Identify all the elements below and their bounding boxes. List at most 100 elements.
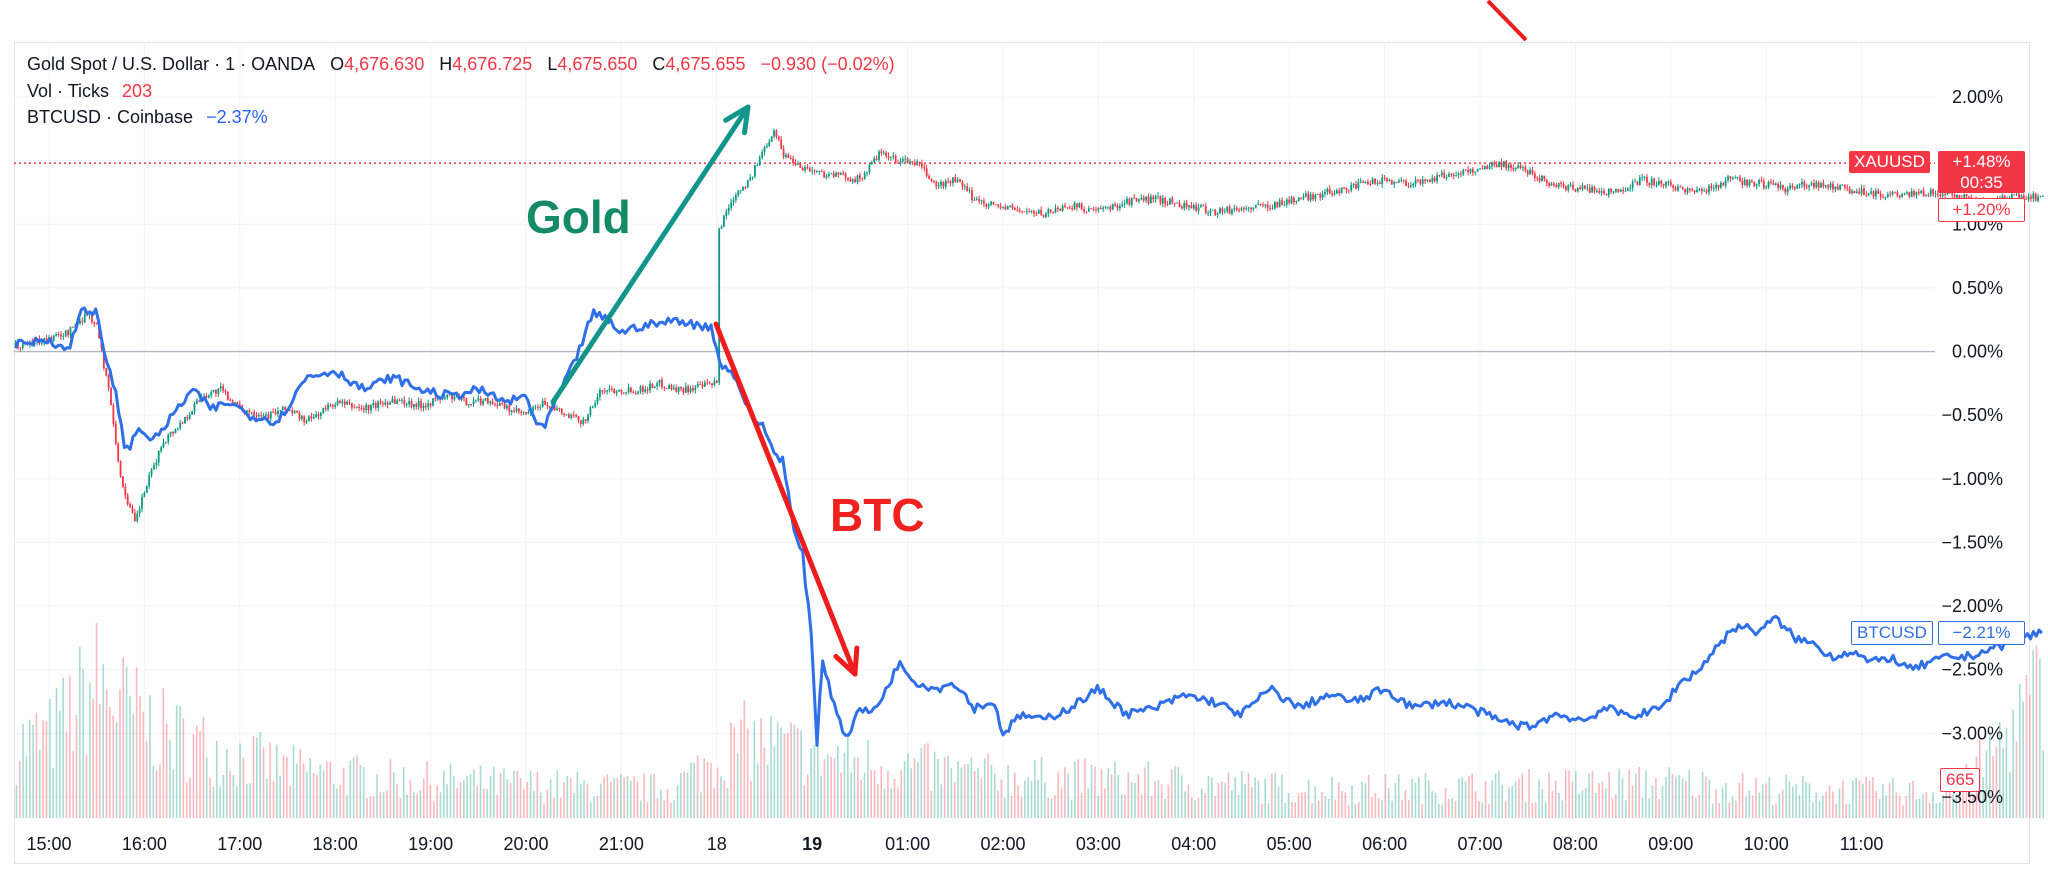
gold-candle	[513, 410, 515, 412]
y-tick-label[interactable]: −3.50%	[1941, 787, 2003, 807]
y-tick-label[interactable]: −3.00%	[1941, 723, 2003, 743]
y-axis[interactable]: 2.00%1.50%1.00%0.50%0.00%−0.50%−1.00%−1.…	[1941, 87, 2003, 807]
x-tick-label[interactable]: 20:00	[503, 834, 548, 854]
gold-candle	[1677, 186, 1679, 191]
volume-legend-row[interactable]: Vol · Ticks 203	[27, 80, 152, 102]
y-tick-label[interactable]: −1.50%	[1941, 532, 2003, 552]
volume-bar	[643, 773, 645, 818]
gold-candle	[949, 181, 952, 183]
x-tick-label[interactable]: 06:00	[1362, 834, 1407, 854]
volume-bar	[1801, 775, 1804, 818]
volume-bar	[1995, 746, 1998, 818]
btcusd-value-tag[interactable]: −2.21%	[1938, 621, 2025, 645]
volume-bar	[306, 771, 308, 818]
gold-candle	[1820, 183, 1822, 188]
xauusd-price-tag[interactable]: +1.48% 00:35	[1938, 151, 2025, 193]
btc-annotation[interactable]: BTC	[830, 489, 925, 541]
x-tick-label[interactable]: 01:00	[885, 834, 930, 854]
gold-candle	[1863, 188, 1865, 195]
xauusd-name-tag[interactable]: XAUUSD	[1849, 151, 1930, 173]
gold-candle	[1879, 193, 1882, 197]
volume-bar	[1755, 777, 1757, 818]
xauusd-secondary-tag[interactable]: +1.20%	[1938, 198, 2025, 222]
volume-bar	[1471, 773, 1474, 818]
gold-candle	[1555, 185, 1558, 187]
volume-bar	[235, 786, 238, 818]
volume-bar	[336, 788, 338, 818]
x-tick-label[interactable]: 02:00	[980, 834, 1025, 854]
gold-candle	[1314, 194, 1317, 200]
x-tick-label[interactable]: 21:00	[599, 834, 644, 854]
volume-bar	[1524, 802, 1527, 818]
y-tick-label[interactable]: −1.00%	[1941, 469, 2003, 489]
btc-legend-row[interactable]: BTCUSD · Coinbase −2.37%	[27, 106, 268, 128]
volume-value-tag[interactable]: 665	[1940, 768, 1981, 792]
volume-bar	[1381, 799, 1383, 818]
gold-candle	[1450, 173, 1453, 176]
x-tick-label[interactable]: 10:00	[1744, 834, 1789, 854]
gold-candle	[1774, 183, 1777, 185]
x-tick-label[interactable]: 07:00	[1457, 834, 1502, 854]
y-tick-label[interactable]: 0.50%	[1952, 278, 2003, 298]
gold-candle	[680, 387, 682, 389]
gold-candle	[1228, 206, 1231, 214]
x-tick-label[interactable]: 08:00	[1553, 834, 1598, 854]
y-tick-label[interactable]: −2.50%	[1941, 660, 2003, 680]
y-tick-label[interactable]: 2.00%	[1952, 87, 2003, 107]
volume-bar	[1998, 721, 2001, 818]
gold-annotation[interactable]: Gold	[526, 191, 631, 243]
gold-candle	[334, 405, 337, 407]
volume-bar	[1968, 783, 1971, 818]
symbol-legend-row[interactable]: Gold Spot / U.S. Dollar · 1 · OANDA O4,6…	[27, 53, 895, 75]
volume-bar	[1481, 802, 1484, 818]
gold-candle	[897, 163, 899, 165]
volume-label[interactable]: Vol · Ticks	[27, 81, 110, 101]
x-tick-label[interactable]: 18:00	[313, 834, 358, 854]
volume-bar	[239, 743, 241, 818]
x-tick-label[interactable]: 04:00	[1171, 834, 1216, 854]
gold-candle	[1941, 194, 1944, 197]
gold-candle	[1886, 194, 1889, 197]
volume-bar	[593, 796, 595, 818]
y-tick-label[interactable]: −0.50%	[1941, 405, 2003, 425]
volume-bar	[1377, 798, 1380, 818]
volume-bar	[85, 754, 88, 818]
volume-bar	[953, 782, 956, 818]
x-tick-label[interactable]: 18	[707, 834, 727, 854]
x-tick-label[interactable]: 17:00	[217, 834, 262, 854]
gold-candle	[568, 414, 570, 418]
gold-candle	[1095, 209, 1097, 211]
gold-candle	[315, 414, 318, 417]
volume-bar	[169, 740, 171, 818]
x-tick-label[interactable]: 19:00	[408, 834, 453, 854]
gold-candle	[544, 400, 546, 405]
gold-candle	[665, 387, 668, 389]
volume-bar	[1020, 796, 1023, 818]
gold-candle	[1421, 179, 1424, 184]
btcusd-name-tag[interactable]: BTCUSD	[1851, 621, 1933, 645]
gold-candle	[186, 417, 189, 419]
gold-candle	[93, 322, 96, 324]
btc-legend-label[interactable]: BTCUSD · Coinbase	[27, 107, 194, 127]
x-tick-label[interactable]: 16:00	[122, 834, 167, 854]
symbol-name[interactable]: Gold Spot / U.S. Dollar · 1 · OANDA	[27, 54, 316, 74]
gold-candle	[1402, 179, 1405, 181]
y-tick-label[interactable]: −2.00%	[1941, 596, 2003, 616]
x-tick-label[interactable]: 05:00	[1267, 834, 1312, 854]
volume-bar	[893, 778, 896, 818]
x-tick-label[interactable]: 09:00	[1648, 834, 1693, 854]
volume-bar	[486, 789, 489, 818]
x-tick-label[interactable]: 03:00	[1076, 834, 1121, 854]
x-tick-label[interactable]: 15:00	[26, 834, 71, 854]
x-axis[interactable]: 15:00 16:00 17:00 18:00 19:00 20:00 21:00 18 19 0…	[26, 834, 1883, 854]
gold-candle	[1288, 199, 1291, 204]
gold-candle	[1030, 211, 1033, 212]
gold-candle	[749, 177, 752, 181]
x-tick-label[interactable]: 19	[802, 834, 822, 854]
volume-bar	[389, 758, 392, 818]
gold-candle	[785, 154, 787, 157]
volume-bar	[730, 722, 732, 818]
x-tick-label[interactable]: 11:00	[1840, 834, 1884, 854]
gold-candle	[236, 402, 239, 404]
y-tick-label[interactable]: 0.00%	[1952, 342, 2003, 362]
